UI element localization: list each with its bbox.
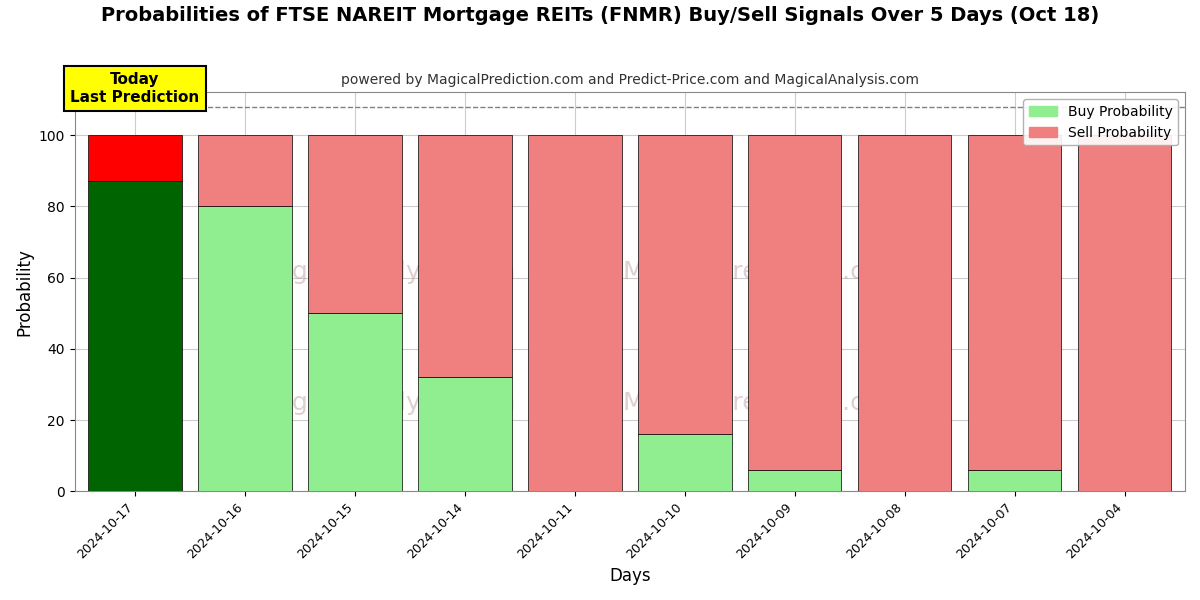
Bar <box>968 135 1061 470</box>
Bar <box>858 135 952 491</box>
Text: Today
Last Prediction: Today Last Prediction <box>71 73 199 105</box>
Bar <box>89 181 182 491</box>
Bar <box>308 313 402 491</box>
Text: MagicalAnalysis.com: MagicalAnalysis.com <box>256 260 516 284</box>
Text: Probabilities of FTSE NAREIT Mortgage REITs (FNMR) Buy/Sell Signals Over 5 Days : Probabilities of FTSE NAREIT Mortgage RE… <box>101 6 1099 25</box>
Bar <box>198 206 292 491</box>
Legend: Buy Probability, Sell Probability: Buy Probability, Sell Probability <box>1024 99 1178 145</box>
Bar <box>198 135 292 206</box>
Bar <box>638 434 732 491</box>
Bar <box>748 135 841 470</box>
Bar <box>419 135 511 377</box>
Y-axis label: Probability: Probability <box>16 248 34 336</box>
Bar <box>638 135 732 434</box>
Bar <box>89 135 182 181</box>
Title: powered by MagicalPrediction.com and Predict-Price.com and MagicalAnalysis.com: powered by MagicalPrediction.com and Pre… <box>341 73 919 87</box>
Text: MagicalAnalysis.com: MagicalAnalysis.com <box>256 391 516 415</box>
Text: MagicalPrediction.com: MagicalPrediction.com <box>623 391 904 415</box>
X-axis label: Days: Days <box>610 567 650 585</box>
Bar <box>419 377 511 491</box>
Text: MagicalPrediction.com: MagicalPrediction.com <box>623 260 904 284</box>
Bar <box>528 135 622 491</box>
Bar <box>308 135 402 313</box>
Bar <box>748 470 841 491</box>
Bar <box>968 470 1061 491</box>
Bar <box>1078 135 1171 491</box>
